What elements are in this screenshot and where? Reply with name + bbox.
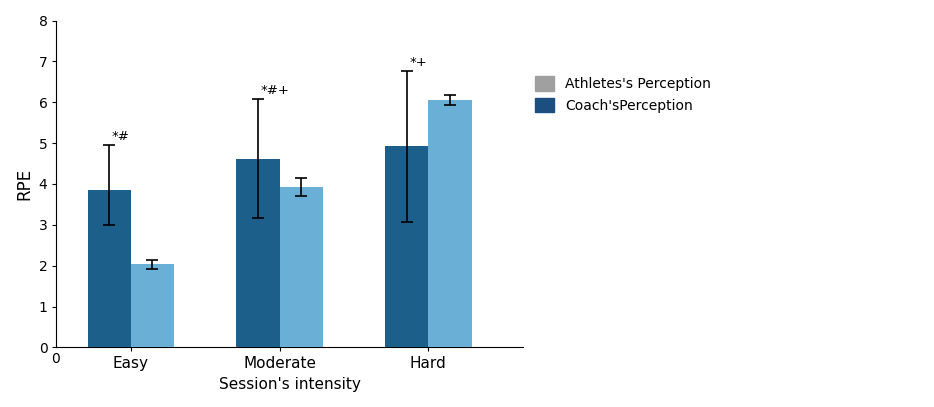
Bar (279, 187, 323, 348)
Bar (429, 100, 472, 348)
Text: *+: *+ (409, 56, 427, 69)
Legend: Athletes's Perception, Coach'sPerception: Athletes's Perception, Coach'sPerception (534, 77, 711, 113)
Text: *#+: *#+ (261, 84, 290, 97)
X-axis label: Session's intensity: Session's intensity (219, 377, 361, 392)
Bar (88, 190, 131, 348)
Bar (385, 147, 429, 348)
Text: *#: *# (112, 130, 130, 143)
Bar (131, 265, 174, 348)
Text: 0: 0 (50, 352, 60, 366)
Bar (236, 159, 279, 348)
Y-axis label: RPE: RPE (15, 168, 33, 200)
